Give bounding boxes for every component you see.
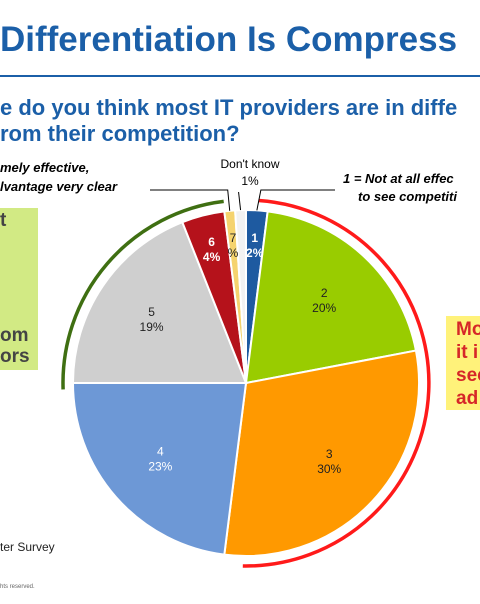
survey-question: e do you think most IT providers are in … (0, 95, 457, 147)
bracket-low-effectiveness (242, 198, 431, 568)
right-box-line-1: Mo (456, 319, 480, 340)
left-box-line-1: t (0, 210, 7, 231)
slice-value-label: 2% (246, 246, 264, 260)
slice-value-label: 30% (317, 462, 341, 476)
callout-dont-know: Don't know (221, 157, 280, 171)
bracket-high-effectiveness (61, 199, 224, 390)
right-box-line-2: it i (456, 342, 479, 363)
slice-value-label: 4% (203, 250, 221, 264)
leader-extremely-effective (150, 189, 231, 211)
slice-category-label: 4 (157, 445, 164, 459)
pie-slice-5 (71, 220, 248, 384)
slice-category-label: 2 (321, 286, 328, 300)
slice-value-label: 19% (140, 320, 164, 334)
callout-not-at-all-line-1: 1 = Not at all effec (343, 171, 454, 186)
slice-category-label: 1 (251, 231, 258, 245)
pie-slice-2 (244, 210, 418, 385)
right-box-line-3: sec (456, 365, 480, 386)
slice-category-label: 6 (208, 235, 215, 249)
left-box-line-2: om (0, 325, 29, 346)
callout-extremely-effective-line-1: mely effective, (0, 160, 89, 175)
pie-slice-4 (71, 382, 248, 556)
slice-value-label: 23% (148, 460, 172, 474)
callouts: mely effective, lvantage very clear Don't … (0, 157, 457, 211)
slice-category-label: 3 (326, 447, 333, 461)
callout-extremely-effective-line-2: lvantage very clear (0, 179, 118, 194)
callout-dont-know-value: 1% (241, 174, 259, 188)
title-divider (0, 75, 480, 77)
group-brackets (61, 198, 431, 568)
copyright-note: hts reserved. (0, 584, 35, 590)
left-box-line-3: ors (0, 346, 30, 367)
leader-dont-know (238, 191, 242, 211)
slice-value-label: % (228, 246, 239, 260)
slice-category-label: 7 (230, 231, 237, 245)
question-line-1: e do you think most IT providers are in … (0, 95, 458, 120)
pie-slices (71, 208, 421, 558)
question-line-2: rom their competition? (0, 121, 240, 146)
slice-category-label: 5 (148, 305, 155, 319)
pie-slice-3 (223, 349, 421, 558)
source-note: ter Survey (0, 540, 55, 554)
leader-not-at-all (256, 189, 335, 211)
callout-not-at-all-line-2: to see competiti (358, 189, 457, 204)
slice-value-label: 20% (312, 301, 336, 315)
left-summary-box: t om ors (0, 208, 38, 370)
right-box-line-4: ad (456, 388, 479, 409)
page-title: Differentiation Is Compress (0, 20, 458, 59)
pie-labels: 12% 220% 330% 423% 519% 64% 7% (140, 231, 342, 476)
